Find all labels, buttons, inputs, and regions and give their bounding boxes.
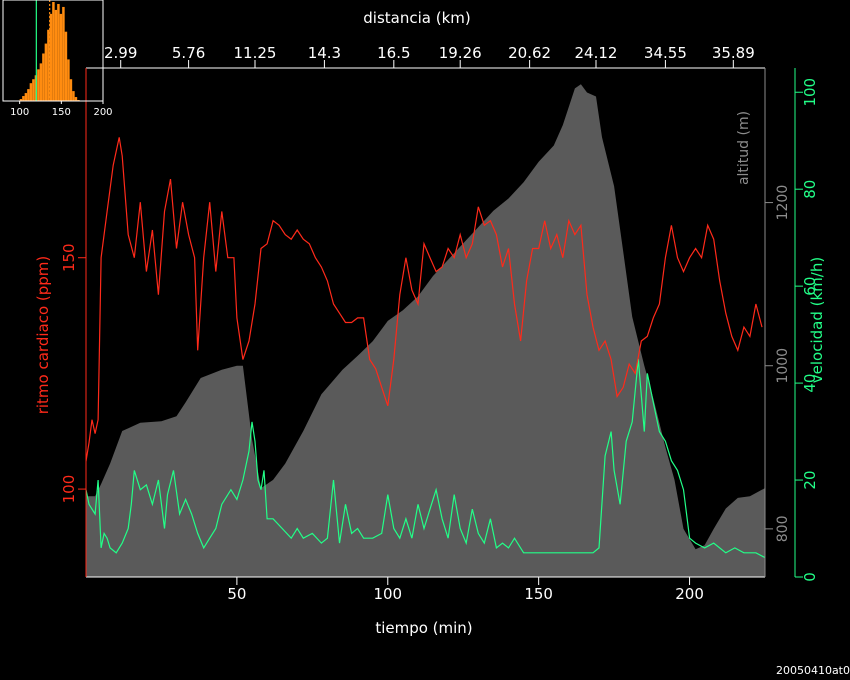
time-tick-label: 200 — [675, 585, 704, 603]
histogram-bar — [62, 6, 65, 102]
speed-line — [86, 358, 765, 559]
altitude-tick-label: 1200 — [775, 185, 791, 221]
histogram-bar — [22, 96, 25, 101]
altitude-tick-label: 800 — [775, 516, 791, 543]
distance-axis-label: distancia (km) — [363, 9, 470, 27]
speed-axis-label: velocidad (km/h) — [808, 257, 826, 383]
histogram-bar — [67, 59, 70, 101]
altitude-tick-label: 1000 — [775, 348, 791, 384]
distance-tick-label: 14.3 — [308, 44, 341, 62]
speed-axis: 0 20 40 60 80 100 — [794, 68, 819, 582]
heart-rate-line-series — [86, 137, 763, 462]
speed-tick-label: 40 — [801, 374, 819, 393]
histogram-bar — [69, 79, 73, 101]
heart-rate-axis-label: ritmo cardiaco (ppm) — [34, 256, 52, 415]
time-tick-label: 150 — [524, 585, 553, 603]
plot-frame — [85, 67, 766, 578]
histogram-bar — [74, 97, 78, 101]
histogram-bar — [64, 31, 68, 102]
heart-rate-histogram-inset: 100 150 200 — [2, 0, 113, 118]
histogram-bar — [47, 29, 50, 101]
distance-tick-label: 34.55 — [644, 44, 687, 62]
footer-code: 20050410at0 — [776, 664, 850, 677]
altitude-axis: 800 1000 1200 — [765, 185, 791, 542]
distance-tick-label: 19.26 — [439, 44, 482, 62]
distance-tick-label: 35.89 — [712, 44, 755, 62]
heart-rate-line — [86, 137, 763, 462]
histogram-bar — [32, 79, 35, 101]
speed-tick-label: 20 — [801, 471, 819, 490]
heart-rate-tick-label: 100 — [60, 475, 78, 504]
speed-tick-label: 60 — [801, 277, 819, 296]
speed-tick-label: 100 — [801, 78, 819, 107]
distance-tick-label: 5.76 — [172, 44, 205, 62]
histogram-tick-label: 200 — [93, 107, 112, 118]
time-tick-label: 100 — [373, 585, 402, 603]
histogram-bar — [27, 89, 30, 101]
altitude-area — [86, 84, 765, 577]
distance-tick-label: 2.99 — [104, 44, 137, 62]
heart-rate-axis: 100 150 — [60, 243, 86, 503]
altitude-axis-label: altitud (m) — [736, 111, 752, 185]
distance-axis: 2.99 5.76 11.25 14.3 16.5 19.26 20.62 24.12 34.5… — [104, 44, 755, 68]
histogram-bar — [37, 69, 40, 101]
heart-rate-tick-label: 150 — [60, 243, 78, 272]
histogram-bar — [39, 63, 43, 101]
histogram-bar — [44, 43, 48, 101]
histogram-bar — [52, 2, 55, 101]
histogram-bar — [72, 91, 75, 101]
distance-tick-label: 20.62 — [508, 44, 551, 62]
histogram-bar — [24, 93, 28, 101]
speed-line-series — [86, 358, 765, 559]
altitude-area-series — [86, 84, 765, 577]
histogram-bar — [59, 13, 63, 102]
histogram-bar — [29, 83, 33, 101]
time-axis-label: tiempo (min) — [375, 619, 472, 637]
histogram-tick-label: 150 — [52, 107, 71, 118]
histogram-bar — [57, 3, 60, 101]
histogram-bar — [49, 13, 53, 102]
distance-tick-label: 16.5 — [377, 44, 410, 62]
speed-tick-label: 80 — [801, 180, 819, 199]
histogram-frame — [2, 0, 104, 102]
histogram-bar — [54, 9, 58, 102]
distance-tick-label: 24.12 — [575, 44, 618, 62]
histogram-bar — [42, 53, 45, 101]
histogram-bar — [19, 99, 23, 101]
time-axis: 50 100 150 200 — [227, 577, 704, 603]
histogram-tick-label: 100 — [10, 107, 29, 118]
speed-tick-label: 0 — [801, 572, 819, 582]
time-tick-label: 50 — [227, 585, 246, 603]
distance-tick-label: 11.25 — [234, 44, 277, 62]
